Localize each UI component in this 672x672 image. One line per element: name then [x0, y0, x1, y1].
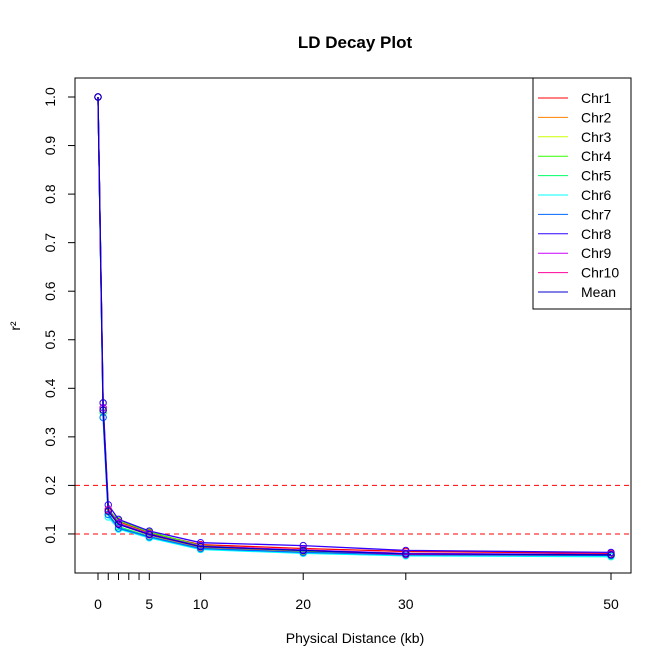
y-tick-label: 0.3	[42, 427, 58, 447]
data-point	[607, 548, 615, 557]
legend-item: Chr5	[538, 168, 612, 184]
data-point	[104, 507, 112, 515]
legend-label: Chr10	[581, 265, 619, 281]
legend-box	[532, 77, 632, 310]
series-line	[97, 96, 612, 556]
data-point	[299, 546, 307, 555]
y-tick-label: 0.7	[42, 233, 58, 253]
legend-label: Chr4	[581, 148, 612, 164]
x-tick-label: 30	[398, 596, 414, 612]
legend-item: Mean	[538, 284, 616, 300]
legend-label: Chr9	[581, 245, 612, 261]
data-point	[196, 542, 205, 551]
legend-label: Chr3	[581, 129, 612, 145]
y-tick-label: 0.5	[42, 330, 58, 350]
legend-label: Chr2	[581, 109, 612, 125]
y-tick-label: 0.4	[42, 378, 58, 398]
legend-item: Chr4	[538, 148, 612, 164]
y-tick-label: 0.6	[42, 281, 58, 301]
data-point	[196, 544, 205, 553]
series-mean	[94, 93, 615, 559]
y-tick-label: 0.1	[42, 524, 58, 544]
y-tick-label: 0.2	[42, 475, 58, 495]
legend-item: Chr9	[538, 245, 612, 261]
data-point	[607, 551, 615, 559]
legend-label: Chr7	[581, 206, 612, 222]
data-point	[299, 541, 307, 550]
legend-label: Chr6	[581, 187, 612, 203]
data-point	[99, 406, 107, 414]
y-tick-label: 0.9	[42, 136, 58, 156]
legend-item: Chr2	[538, 109, 612, 125]
legend-item: Chr1	[538, 90, 612, 106]
x-tick-label: 20	[295, 596, 311, 612]
x-tick-label: 50	[603, 596, 619, 612]
y-axis-label: r²	[7, 321, 23, 331]
chart-title: LD Decay Plot	[298, 33, 413, 52]
legend-label: Mean	[581, 284, 616, 300]
x-tick-label: 5	[145, 596, 153, 612]
data-point	[402, 550, 410, 558]
x-axis-label: Physical Distance (kb)	[286, 630, 425, 646]
y-tick-label: 0.8	[42, 184, 58, 204]
x-tick-label: 10	[193, 596, 209, 612]
legend-item: Chr7	[538, 206, 612, 222]
y-tick-label: 1.0	[42, 87, 58, 107]
legend-item: Chr3	[538, 129, 612, 145]
legend-label: Chr1	[581, 90, 612, 106]
legend-label: Chr5	[581, 168, 612, 184]
data-point	[145, 530, 154, 539]
x-tick-label: 0	[94, 596, 102, 612]
legend-item: Chr8	[538, 226, 612, 242]
legend-label: Chr8	[581, 226, 612, 242]
legend-item: Chr10	[538, 265, 619, 281]
data-point	[94, 93, 102, 101]
data-point	[114, 520, 123, 528]
legend-item: Chr6	[538, 187, 612, 203]
